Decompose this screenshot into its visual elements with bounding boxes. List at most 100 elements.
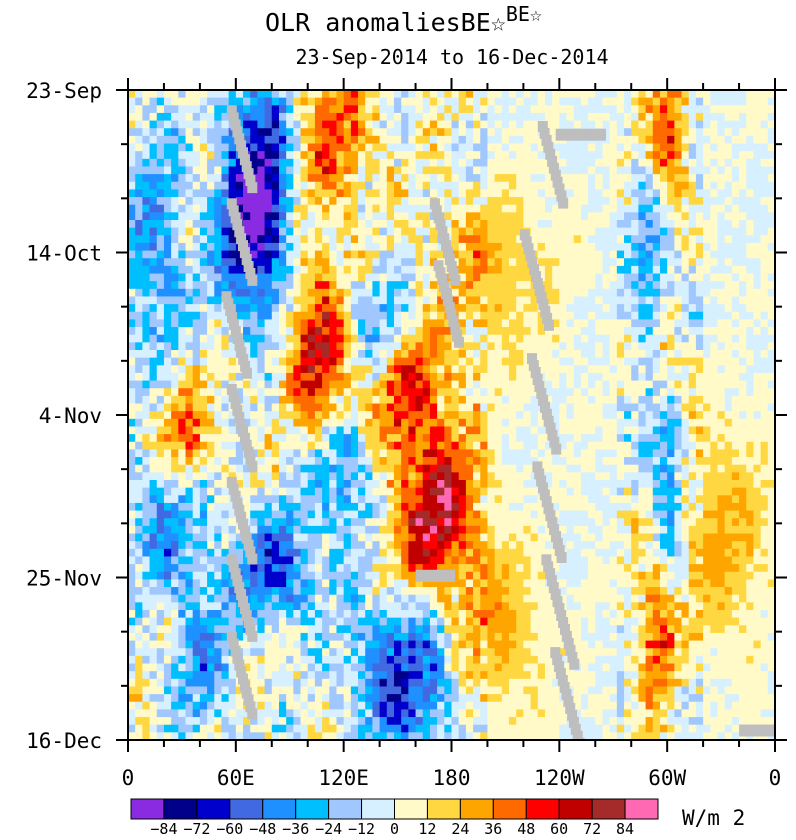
heatmap-cell xyxy=(659,258,668,267)
heatmap-cell xyxy=(156,495,165,504)
heatmap-cell xyxy=(372,281,381,290)
heatmap-cell xyxy=(731,365,740,374)
heatmap-cell xyxy=(171,174,179,183)
heatmap-cell xyxy=(753,189,762,198)
heatmap-cell xyxy=(480,319,489,328)
heatmap-cell xyxy=(523,204,532,213)
heatmap-cell xyxy=(631,304,640,313)
heatmap-cell xyxy=(473,502,481,512)
heatmap-cell xyxy=(199,457,208,466)
heatmap-cell xyxy=(746,388,755,397)
heatmap-cell xyxy=(156,105,165,114)
heatmap-cell xyxy=(235,311,244,321)
heatmap-cell xyxy=(221,135,230,145)
heatmap-cell xyxy=(688,365,697,374)
heatmap-cell xyxy=(667,304,675,313)
heatmap-cell xyxy=(322,426,330,435)
heatmap-cell xyxy=(171,258,179,267)
heatmap-cell xyxy=(652,311,661,321)
heatmap-cell xyxy=(278,90,287,99)
heatmap-cell xyxy=(573,380,582,389)
heatmap-cell xyxy=(372,212,381,221)
heatmap-cell xyxy=(473,128,481,137)
heatmap-cell xyxy=(559,441,568,451)
heatmap-cell xyxy=(480,457,489,466)
heatmap-cell xyxy=(163,120,172,129)
heatmap-cell xyxy=(760,296,769,305)
heatmap-cell xyxy=(358,90,366,99)
heatmap-cell xyxy=(149,372,158,382)
heatmap-cell xyxy=(624,372,632,382)
heatmap-cell xyxy=(631,242,640,252)
heatmap-cell xyxy=(365,388,374,397)
heatmap-cell xyxy=(703,120,711,129)
heatmap-cell xyxy=(530,434,539,443)
heatmap-cell xyxy=(710,487,719,496)
heatmap-cell xyxy=(214,480,223,489)
heatmap-cell xyxy=(688,434,697,443)
heatmap-cell xyxy=(271,426,280,435)
heatmap-cell xyxy=(293,181,302,191)
heatmap-cell xyxy=(753,304,762,313)
heatmap-cell xyxy=(429,311,438,321)
heatmap-cell xyxy=(192,120,201,129)
heatmap-cell xyxy=(192,480,201,489)
heatmap-cell xyxy=(207,388,215,397)
heatmap-cell xyxy=(465,204,474,213)
heatmap-cell xyxy=(178,181,187,191)
heatmap-cell xyxy=(659,434,668,443)
heatmap-cell xyxy=(293,457,302,466)
heatmap-cell xyxy=(365,311,374,321)
heatmap-cell xyxy=(221,457,230,466)
heatmap-cell xyxy=(602,112,611,122)
heatmap-cell xyxy=(473,350,481,359)
heatmap-cell xyxy=(372,235,381,244)
heatmap-cell xyxy=(537,357,546,366)
heatmap-cell xyxy=(717,441,726,451)
heatmap-cell xyxy=(437,472,445,481)
heatmap-cell xyxy=(300,434,309,443)
heatmap-cell xyxy=(149,327,158,336)
heatmap-cell xyxy=(336,365,345,374)
heatmap-cell xyxy=(638,105,647,114)
heatmap-cell xyxy=(580,265,589,275)
heatmap-cell xyxy=(135,350,143,359)
heatmap-cell xyxy=(149,350,158,359)
heatmap-cell xyxy=(156,158,165,168)
heatmap-cell xyxy=(717,327,726,336)
heatmap-cell xyxy=(767,372,775,382)
heatmap-cell xyxy=(343,487,352,496)
heatmap-cell xyxy=(199,158,208,168)
heatmap-cell xyxy=(609,135,618,145)
heatmap-cell xyxy=(573,250,582,259)
heatmap-cell xyxy=(688,449,697,458)
heatmap-cell xyxy=(185,120,194,129)
heatmap-cell xyxy=(415,258,424,267)
heatmap-cell xyxy=(530,288,539,298)
heatmap-cell xyxy=(509,487,517,496)
heatmap-cell xyxy=(638,426,647,435)
heatmap-cell xyxy=(638,174,647,183)
heatmap-cell xyxy=(171,342,179,351)
heatmap-cell xyxy=(609,457,618,466)
heatmap-cell xyxy=(264,480,273,489)
heatmap-cell xyxy=(559,304,568,313)
heatmap-cell xyxy=(710,304,719,313)
heatmap-cell xyxy=(350,380,359,389)
heatmap-cell xyxy=(149,495,158,504)
heatmap-cell xyxy=(142,250,151,259)
heatmap-cell xyxy=(509,296,517,305)
heatmap-cell xyxy=(731,457,740,466)
heatmap-cell xyxy=(674,242,683,252)
heatmap-cell xyxy=(631,441,640,451)
heatmap-cell xyxy=(329,227,338,236)
heatmap-cell xyxy=(746,135,755,145)
heatmap-cell xyxy=(401,273,409,282)
heatmap-cell xyxy=(379,342,388,351)
heatmap-cell xyxy=(501,472,510,481)
heatmap-cell xyxy=(717,495,726,504)
heatmap-cell xyxy=(473,197,481,206)
heatmap-cell xyxy=(228,510,237,519)
heatmap-cell xyxy=(516,472,524,481)
heatmap-cell xyxy=(271,480,280,489)
